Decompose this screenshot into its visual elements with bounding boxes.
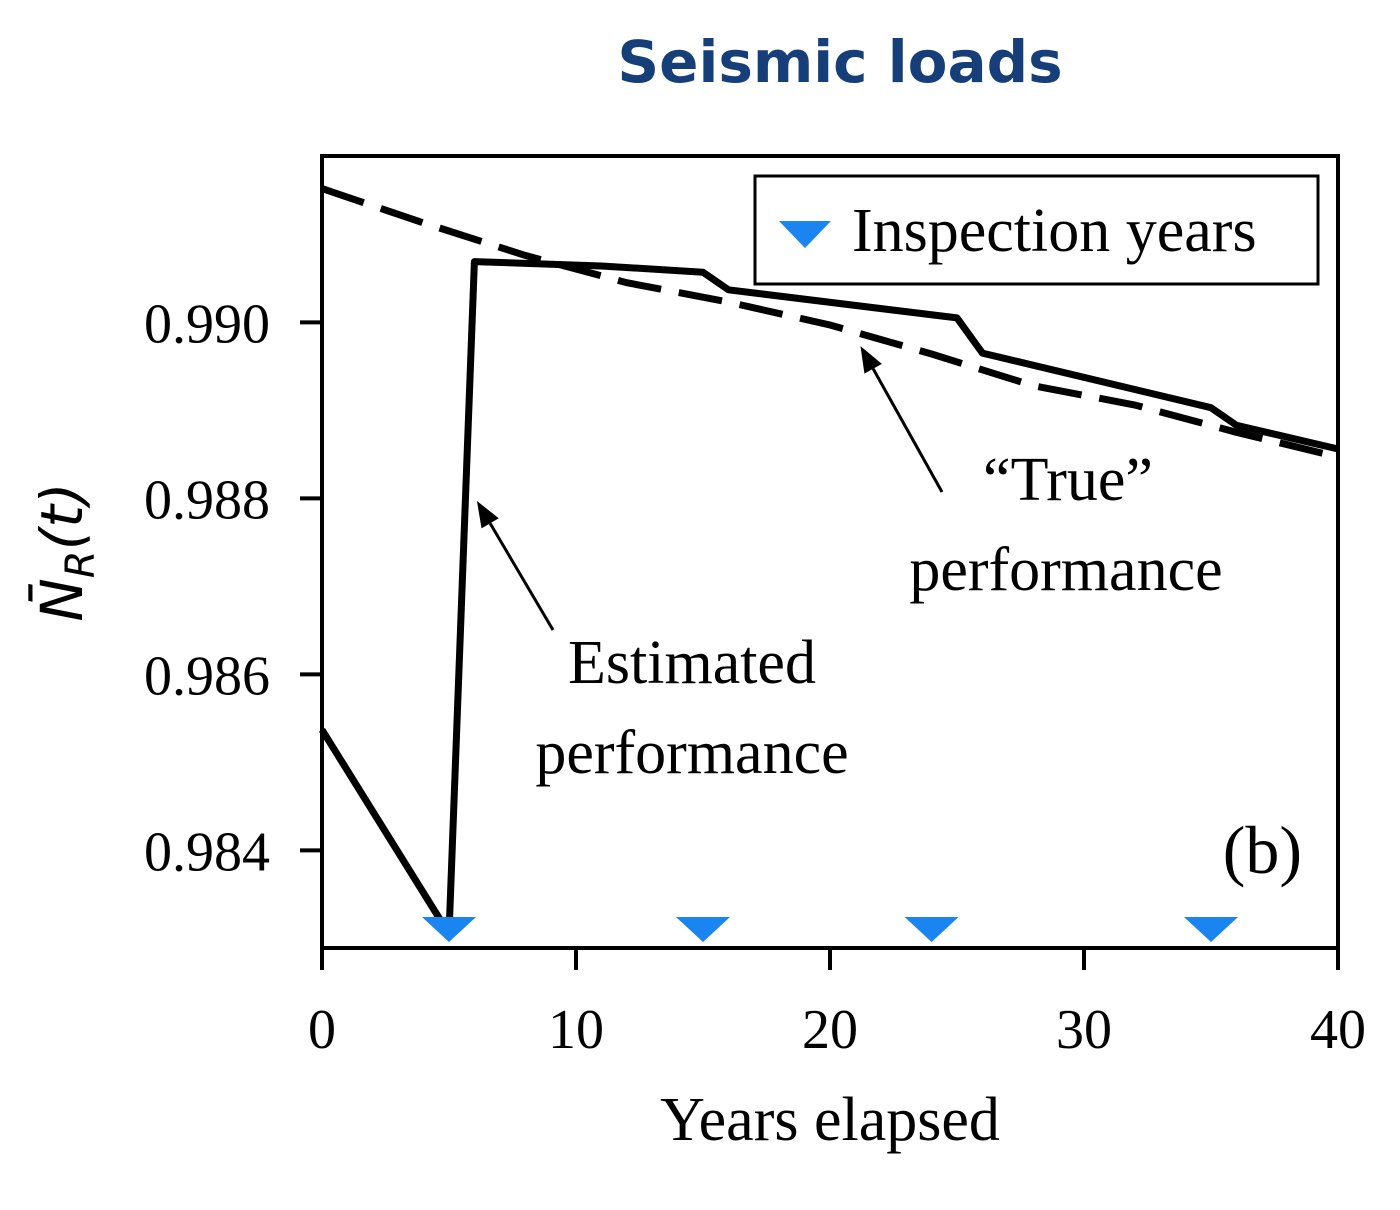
inspection-marker-1: [676, 917, 730, 942]
x-tick-label-1: 10: [548, 999, 604, 1061]
panel-label: (b): [1223, 812, 1302, 888]
y-axis-label: N̄R(t): [26, 482, 104, 621]
y-tick-label-0: 0.984: [144, 821, 270, 883]
x-tick-label-2: 20: [802, 999, 858, 1061]
annotation-true-line1: “True”: [983, 446, 1153, 514]
annotation-estimated-line1: Estimated: [568, 629, 816, 697]
y-tick-label-1: 0.986: [144, 645, 270, 707]
legend: Inspection years: [753, 174, 1320, 286]
series-line-true-performance: [320, 185, 1339, 461]
annotation-arrow-true: [871, 368, 944, 493]
y-axis-label-main: N̄: [26, 578, 96, 621]
annotation-estimated-performance: Estimated performance: [476, 500, 849, 787]
legend-marker-icon: [779, 221, 831, 248]
y-axis-label-argument: (t): [28, 482, 96, 550]
axis-ticks: 0 10 20 30 40 0.984 0.986 0.988 0.990: [144, 293, 1366, 1061]
y-tick-label-2: 0.988: [144, 469, 270, 531]
inspection-marker-3: [1184, 917, 1238, 942]
annotation-arrow-estimated: [488, 522, 555, 631]
series-line-estimated-performance: [319, 258, 1339, 938]
annotation-true-line2: performance: [909, 536, 1222, 604]
inspection-marker-0: [422, 917, 476, 942]
x-tick-label-3: 30: [1056, 999, 1112, 1061]
y-axis-label-subscript: R: [58, 550, 104, 578]
legend-label-inspection-years: Inspection years: [852, 197, 1257, 265]
plot-lines: [319, 185, 1339, 938]
x-axis-label: Years elapsed: [660, 1086, 1000, 1154]
y-tick-label-3: 0.990: [144, 293, 270, 355]
inspection-markers: [422, 917, 1238, 942]
x-tick-label-4: 40: [1310, 999, 1366, 1061]
annotation-estimated-line2: performance: [535, 719, 848, 787]
arrowhead-true-icon: [860, 346, 882, 374]
inspection-marker-2: [904, 917, 959, 942]
chart-title: Seismic loads: [617, 28, 1063, 96]
x-tick-label-0: 0: [308, 999, 336, 1061]
arrowhead-estimated-icon: [476, 500, 499, 529]
legend-box: [753, 174, 1320, 286]
annotation-true-performance: “True” performance: [860, 346, 1223, 604]
